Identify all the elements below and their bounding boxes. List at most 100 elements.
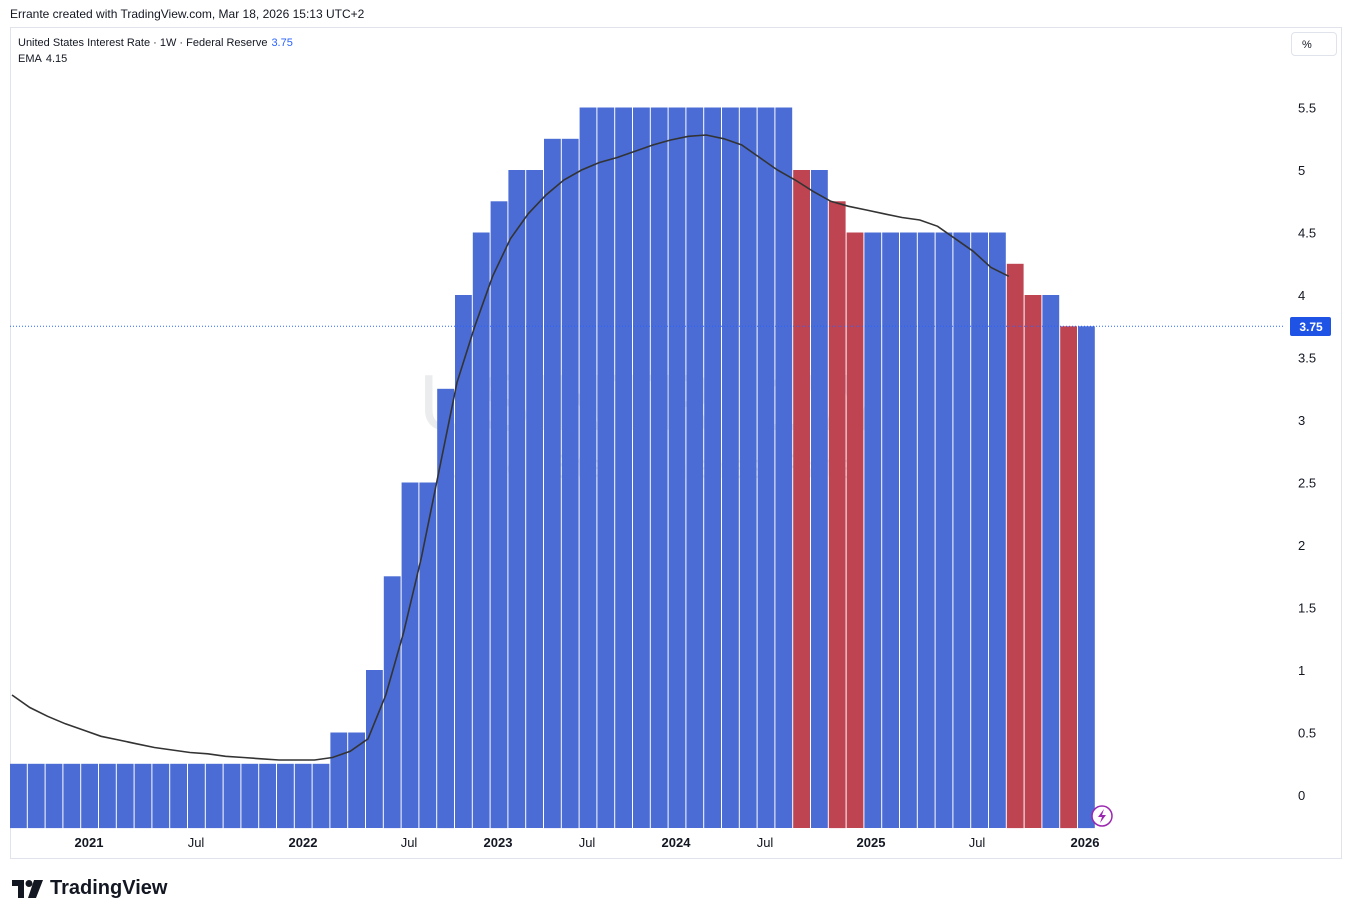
bar bbox=[223, 763, 241, 829]
bar bbox=[277, 763, 294, 829]
lightning-icon[interactable] bbox=[1091, 805, 1113, 827]
legend-ema-row: EMA 4.15 bbox=[18, 51, 293, 67]
bar bbox=[27, 763, 45, 829]
bar bbox=[828, 201, 846, 829]
bar bbox=[259, 763, 276, 829]
bar bbox=[1006, 263, 1024, 829]
bar bbox=[99, 763, 116, 829]
bar bbox=[739, 107, 757, 828]
bar bbox=[917, 232, 935, 828]
bar bbox=[597, 107, 615, 828]
y-tick-label: 3 bbox=[1298, 413, 1305, 428]
bar bbox=[775, 107, 793, 828]
y-tick-label: 5 bbox=[1298, 163, 1305, 178]
bar bbox=[900, 232, 917, 828]
bar bbox=[757, 107, 775, 828]
x-axis[interactable]: 2021 Jul 2022 Jul 2023 Jul 2024 Jul 2025 Jul 2026 bbox=[75, 835, 1100, 850]
bar bbox=[668, 107, 686, 828]
bar bbox=[312, 763, 330, 829]
bar bbox=[953, 232, 971, 828]
tradingview-logo: TradingView bbox=[12, 877, 167, 900]
bar bbox=[1042, 295, 1060, 828]
bar bbox=[508, 170, 526, 828]
bar bbox=[116, 763, 134, 829]
chart-attribution: Errante created with TradingView.com, Ma… bbox=[10, 7, 365, 21]
bar bbox=[793, 170, 810, 828]
bar bbox=[81, 763, 98, 829]
bar bbox=[294, 763, 312, 829]
price-badge-label: 3.75 bbox=[1299, 320, 1323, 334]
bar bbox=[455, 295, 472, 828]
chart-legend: United States Interest Rate · 1W · Feder… bbox=[18, 35, 293, 67]
bar bbox=[615, 107, 632, 828]
bar bbox=[971, 232, 988, 828]
y-tick-label: 0.5 bbox=[1298, 726, 1316, 741]
bar bbox=[366, 670, 383, 828]
bar bbox=[811, 170, 828, 828]
bar bbox=[490, 201, 508, 829]
y-tick-label: 3.5 bbox=[1298, 351, 1316, 366]
bar bbox=[544, 138, 561, 829]
bar bbox=[472, 232, 490, 828]
y-tick-label: 1.5 bbox=[1298, 601, 1316, 616]
legend-ema-label: EMA bbox=[18, 53, 42, 65]
bar bbox=[704, 107, 721, 828]
bar bbox=[10, 763, 27, 829]
legend-ema-value: 4.15 bbox=[45, 53, 68, 65]
x-tick-label: 2022 bbox=[289, 835, 318, 850]
bar bbox=[330, 732, 348, 828]
y-tick-label: 2.5 bbox=[1298, 476, 1316, 491]
bar-series bbox=[10, 107, 1095, 829]
y-tick-label: 2 bbox=[1298, 538, 1305, 553]
y-axis[interactable]: 0 0.5 1 1.5 2 2.5 3 3.5 4 4.5 5 5.5 bbox=[1298, 101, 1316, 804]
bar bbox=[1078, 326, 1095, 829]
bar bbox=[935, 232, 953, 828]
y-tick-label: 1 bbox=[1298, 663, 1305, 678]
ema-line bbox=[11, 134, 1010, 761]
y-tick-label: 0 bbox=[1298, 788, 1305, 803]
x-tick-label: 2021 bbox=[75, 835, 104, 850]
bar bbox=[419, 482, 437, 828]
bar bbox=[401, 482, 419, 828]
bar bbox=[63, 763, 81, 829]
bar bbox=[650, 107, 668, 828]
bar bbox=[526, 170, 543, 828]
bar bbox=[882, 232, 899, 828]
bar bbox=[45, 763, 63, 829]
bar bbox=[686, 107, 704, 828]
legend-title-row: United States Interest Rate · 1W · Feder… bbox=[18, 35, 293, 51]
bar bbox=[1024, 295, 1042, 828]
x-tick-label: Jul bbox=[188, 835, 205, 850]
price-badge: 3.75 bbox=[1290, 317, 1331, 336]
bar bbox=[152, 763, 170, 829]
bar bbox=[205, 763, 223, 829]
unit-selector[interactable]: % bbox=[1291, 32, 1337, 56]
x-tick-label: Jul bbox=[969, 835, 986, 850]
bar bbox=[348, 732, 365, 828]
tradingview-logo-icon bbox=[12, 879, 43, 898]
x-tick-label: Jul bbox=[579, 835, 596, 850]
bar bbox=[561, 138, 579, 829]
bar bbox=[188, 763, 205, 829]
bar bbox=[633, 107, 650, 828]
y-tick-label: 4 bbox=[1298, 288, 1305, 303]
bar bbox=[134, 763, 152, 829]
bar bbox=[383, 576, 401, 829]
bar bbox=[989, 232, 1006, 828]
bar bbox=[579, 107, 597, 828]
y-tick-label: 4.5 bbox=[1298, 226, 1316, 241]
y-tick-label: 5.5 bbox=[1298, 101, 1316, 116]
x-tick-label: 2023 bbox=[484, 835, 513, 850]
x-tick-label: 2025 bbox=[857, 835, 886, 850]
x-tick-label: 2026 bbox=[1071, 835, 1100, 850]
chart-frame bbox=[10, 27, 1342, 859]
bar bbox=[722, 107, 739, 828]
bar bbox=[170, 763, 187, 829]
legend-value: 3.75 bbox=[271, 37, 293, 49]
bar bbox=[437, 388, 454, 829]
bar bbox=[241, 763, 259, 829]
bar bbox=[1060, 326, 1077, 829]
x-tick-label: Jul bbox=[401, 835, 418, 850]
x-tick-label: 2024 bbox=[662, 835, 692, 850]
